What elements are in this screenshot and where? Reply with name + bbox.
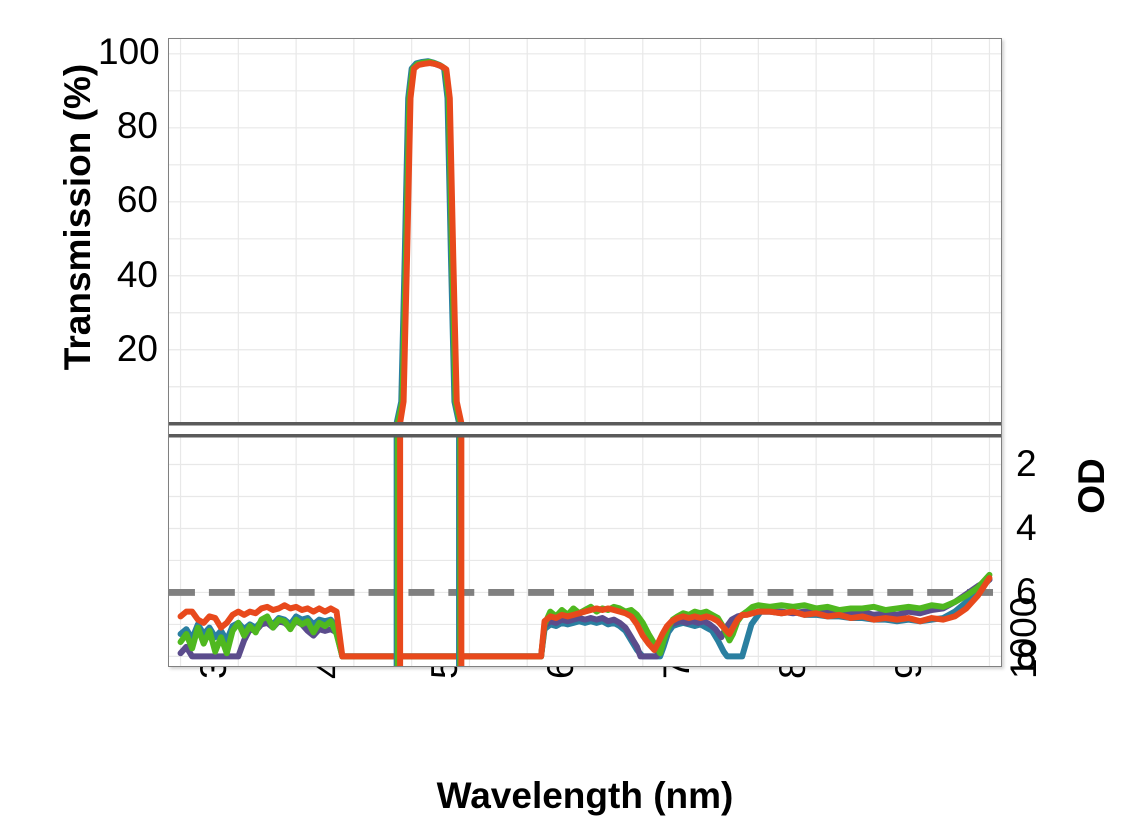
y-tick-left-20: 20: [116, 327, 158, 369]
y-tick-left-80: 80: [116, 105, 158, 147]
y-tick-left-60: 60: [116, 179, 158, 221]
y-axis-left-ticks: 100 80 60 40 20: [80, 0, 160, 826]
plot-canvas: [169, 39, 1001, 666]
y-tick-right-od-8: 8: [1016, 635, 1037, 677]
y-tick-right-od-4: 4: [1016, 507, 1037, 549]
axis-break-gap: [169, 422, 1001, 437]
y-tick-right-od-6: 6: [1016, 571, 1037, 613]
series-blocking-filter-2: [177, 575, 993, 660]
y-tick-right-od-2: 2: [1016, 442, 1037, 484]
x-axis-title: Wavelength (nm): [436, 775, 734, 816]
y-tick-left-100: 100: [98, 30, 160, 72]
series-passband-filter-2: [397, 60, 465, 427]
y-axis-right-ticks: 2 4 6 8: [1016, 0, 1086, 826]
y-tick-left-40: 40: [116, 253, 158, 295]
x-tick-1000: 1000: [1003, 596, 1045, 679]
plot-area: [168, 38, 1002, 667]
